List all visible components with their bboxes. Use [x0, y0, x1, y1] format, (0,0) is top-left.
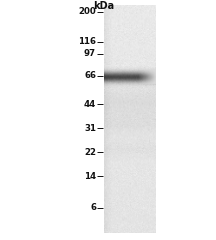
Text: 31: 31 — [84, 124, 96, 133]
Text: 200: 200 — [78, 7, 96, 17]
Text: 6: 6 — [90, 203, 96, 212]
Text: kDa: kDa — [93, 1, 114, 11]
Text: 44: 44 — [84, 100, 96, 109]
Text: 97: 97 — [84, 49, 96, 59]
Text: 14: 14 — [84, 172, 96, 181]
Text: 116: 116 — [78, 37, 96, 47]
Text: 66: 66 — [84, 71, 96, 80]
Text: 22: 22 — [84, 148, 96, 157]
